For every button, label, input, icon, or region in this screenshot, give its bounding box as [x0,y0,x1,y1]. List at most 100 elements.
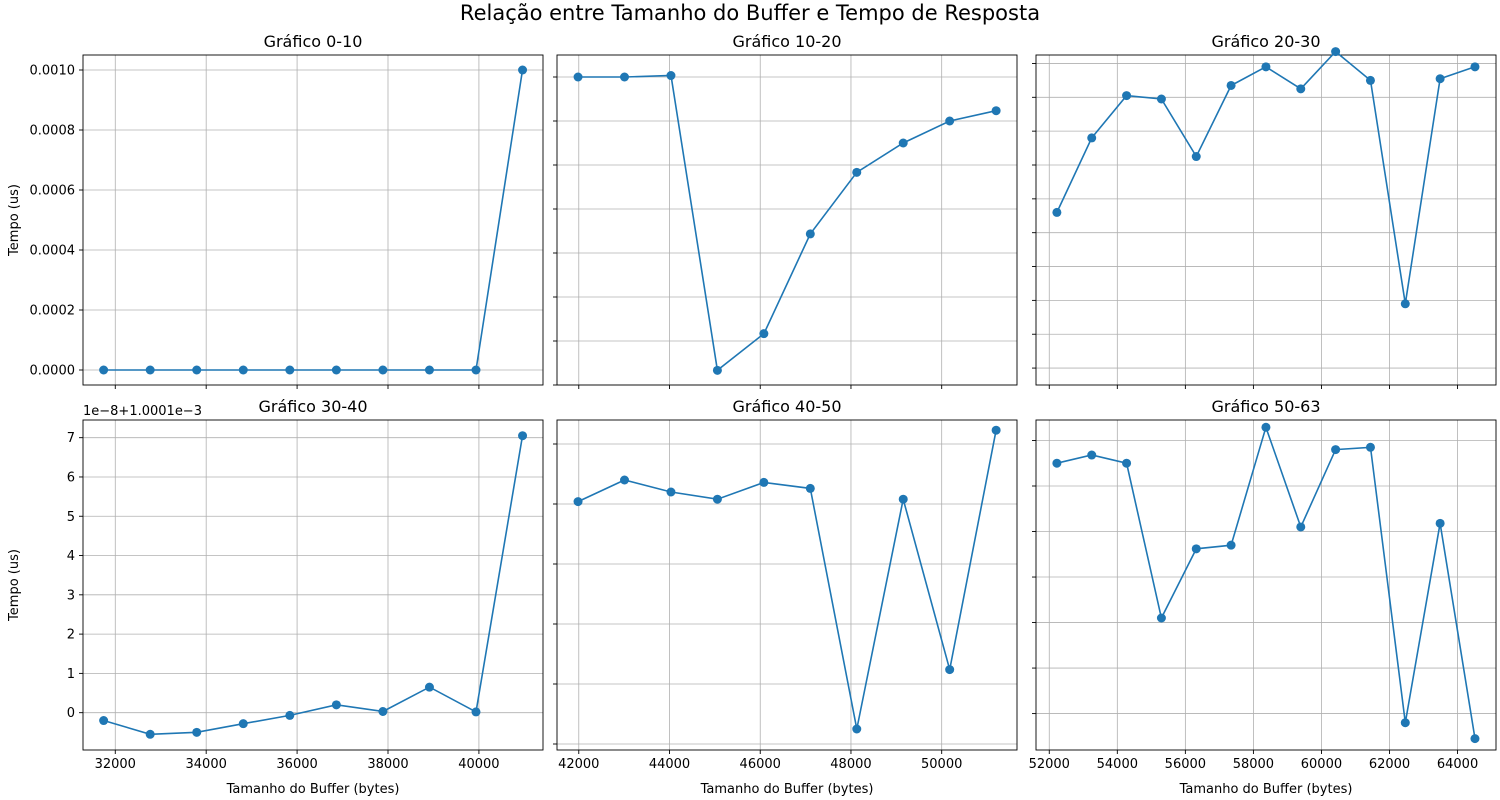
chart-0-ytick-label-5: 0.0010 [30,64,76,79]
chart-4-xtick-label-2: 46000 [740,757,781,772]
axes-layer: 0.0000 0.0002 0.0004 0.0006 0.0008 0.0010 Gráf… [7,32,1497,797]
chart-5-xtick-label-2: 56000 [1165,757,1206,772]
chart-3-xtick-label-0: 32000 [95,757,136,772]
chart-2-series-0-point-0 [1052,207,1062,217]
chart-3-series-0-point-2 [192,727,202,737]
chart-5-series-0-point-3 [1156,613,1166,623]
chart-4-xtick-label-3: 48000 [830,757,871,772]
chart-3-ytick-label-4: 4 [67,549,75,564]
chart-4-series-0-point-2 [666,487,676,497]
chart-0-series-0-point-1 [145,365,155,375]
chart-1-series-0-point-1 [620,72,630,82]
chart-3-series-0-point-3 [238,719,248,729]
chart-0-group: 0.0000 0.0002 0.0004 0.0006 0.0008 0.0010 Gráf… [7,32,544,389]
chart-5-series-0-point-7 [1296,522,1306,532]
chart-3-ytick-label-5: 5 [67,510,75,525]
chart-1-series-0-point-4 [759,329,769,339]
chart-2-series-0-point-6 [1261,62,1271,72]
chart-3-xtick-label-4: 40000 [458,757,499,772]
chart-5-series-0-point-12 [1470,734,1480,744]
chart-3-ytick-label-0: 0 [67,706,75,721]
chart-3-series-0-point-8 [471,707,481,717]
chart-3-series-0-point-7 [424,682,434,692]
chart-1-frame [556,54,1018,386]
chart-2-series-0-point-5 [1226,80,1236,90]
chart-3-title: Gráfico 30-40 [258,397,367,416]
chart-1-series-0-point-0 [573,72,583,82]
chart-3-series-0-point-9 [518,431,528,441]
chart-0-ytick-label-3: 0.0006 [30,184,76,199]
chart-2-series-0-point-4 [1191,152,1201,162]
chart-4-xtick-label-4: 50000 [921,757,962,772]
chart-5-series-0-point-6 [1261,422,1271,432]
chart-0-series-0-point-8 [471,365,481,375]
chart-4-series-0-point-0 [573,497,583,507]
chart-2-group: Gráfico 20-30 [1032,32,1497,389]
chart-2-series-0-point-11 [1435,74,1445,84]
chart-5-series-0-point-9 [1365,442,1375,452]
chart-5-xtick-label-0: 52000 [1029,757,1070,772]
chart-2-series-0-line [1056,50,1476,304]
chart-3-ytick-label-3: 3 [67,588,75,603]
chart-1-series-0-point-8 [945,116,955,126]
chart-2-series-0-point-3 [1156,94,1166,104]
chart-0-ylabel: Tempo (us) [7,184,22,257]
chart-5-xtick-label-6: 64000 [1437,757,1478,772]
chart-4-series-0-point-7 [898,494,908,504]
chart-4-series-0-line [577,430,997,730]
chart-2-title: Gráfico 20-30 [1211,32,1320,51]
chart-1-series-0-point-9 [991,106,1001,116]
chart-2-series-0-point-12 [1470,62,1480,72]
chart-0-series-0-point-4 [285,365,295,375]
chart-4-series-0-point-4 [759,477,769,487]
chart-5-series-0-point-5 [1226,540,1236,550]
chart-5-series-0-point-2 [1122,458,1132,468]
chart-0-ytick-label-0: 0.0000 [30,364,76,379]
chart-5-series-0-point-8 [1331,445,1341,455]
chart-4-xtick-label-0: 42000 [558,757,599,772]
chart-3-ytick-label-2: 2 [67,628,75,643]
chart-0-series-0-point-5 [331,365,341,375]
chart-1-series-0-point-2 [666,71,676,81]
chart-2-series-0-point-8 [1331,47,1341,57]
chart-5-xtick-label-5: 62000 [1369,757,1410,772]
chart-5-series-0-point-11 [1435,518,1445,528]
chart-2-series-0-point-7 [1296,84,1306,94]
chart-4-xtick-label-1: 44000 [649,757,690,772]
chart-4-series-0-point-3 [712,494,722,504]
chart-5-xtick-label-4: 60000 [1301,757,1342,772]
chart-0-series-0-point-0 [99,365,109,375]
chart-0-series-0-point-3 [238,365,248,375]
chart-3-series-0-point-5 [331,700,341,710]
chart-2-series-0-point-1 [1087,133,1097,143]
chart-5-series-0-point-10 [1400,718,1410,728]
chart-0-series-0-point-9 [518,65,528,75]
chart-3-series-0-point-1 [145,729,155,739]
chart-3-series-0-point-0 [99,716,109,726]
chart-1-series-0-point-7 [898,138,908,148]
chart-1-series-0-point-6 [852,167,862,177]
chart-1-group: Gráfico 10-20 [553,32,1018,389]
chart-0-series-0-line [103,69,524,371]
chart-0-ytick-label-2: 0.0004 [30,244,76,259]
chart-5-xlabel: Tamanho do Buffer (bytes) [1179,782,1353,797]
chart-5-series-0-line [1056,424,1476,739]
chart-1-series-0-point-5 [805,229,815,239]
chart-3-frame [82,419,544,751]
chart-2-frame [1035,54,1497,386]
chart-3-xlabel: Tamanho do Buffer (bytes) [226,782,400,797]
chart-3-xtick-label-1: 34000 [186,757,227,772]
chart-0-ytick-label-1: 0.0002 [30,304,76,319]
chart-3-series-0-line [103,435,524,736]
chart-3-group: 32000 34000 36000 38000 40000 0 1 2 3 4 5 6 7 Gráfico… [7,397,544,797]
chart-4-xlabel: Tamanho do Buffer (bytes) [700,782,874,797]
chart-3-series-0-point-4 [285,710,295,720]
chart-0-series-0-point-6 [378,365,388,375]
chart-2-series-0-point-2 [1122,91,1132,101]
chart-2-series-0-point-10 [1400,299,1410,309]
chart-3-series-0-point-6 [378,707,388,716]
chart-1-title: Gráfico 10-20 [732,32,841,51]
chart-3-offset-label: 1e−8+1.0001e−3 [83,404,202,419]
chart-5-series-0-point-0 [1052,458,1062,468]
